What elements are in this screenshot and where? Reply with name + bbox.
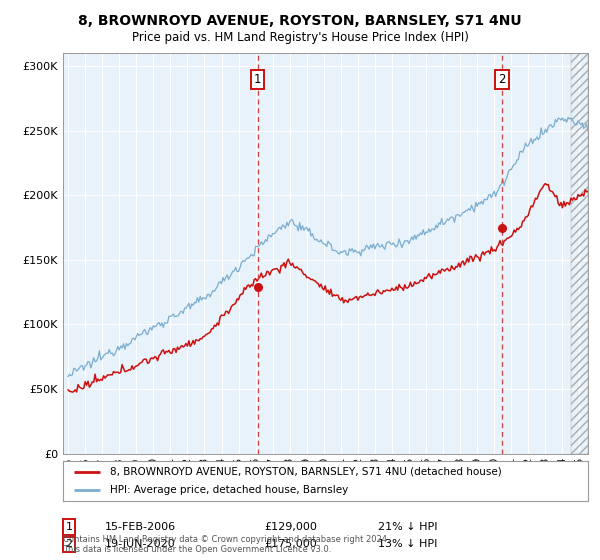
Text: Contains HM Land Registry data © Crown copyright and database right 2024.
This d: Contains HM Land Registry data © Crown c… [63,535,389,554]
Text: 8, BROWNROYD AVENUE, ROYSTON, BARNSLEY, S71 4NU: 8, BROWNROYD AVENUE, ROYSTON, BARNSLEY, … [78,14,522,28]
Text: 1: 1 [254,73,262,86]
Text: 2: 2 [499,73,506,86]
Text: 19-JUN-2020: 19-JUN-2020 [105,539,176,549]
Text: £129,000: £129,000 [264,522,317,532]
Text: 21% ↓ HPI: 21% ↓ HPI [378,522,437,532]
Text: 13% ↓ HPI: 13% ↓ HPI [378,539,437,549]
Text: HPI: Average price, detached house, Barnsley: HPI: Average price, detached house, Barn… [110,486,349,495]
Text: 1: 1 [65,522,73,532]
Text: 2: 2 [65,539,73,549]
Text: £175,000: £175,000 [264,539,317,549]
Text: Price paid vs. HM Land Registry's House Price Index (HPI): Price paid vs. HM Land Registry's House … [131,31,469,44]
Text: 15-FEB-2006: 15-FEB-2006 [105,522,176,532]
Text: 8, BROWNROYD AVENUE, ROYSTON, BARNSLEY, S71 4NU (detached house): 8, BROWNROYD AVENUE, ROYSTON, BARNSLEY, … [110,467,502,477]
